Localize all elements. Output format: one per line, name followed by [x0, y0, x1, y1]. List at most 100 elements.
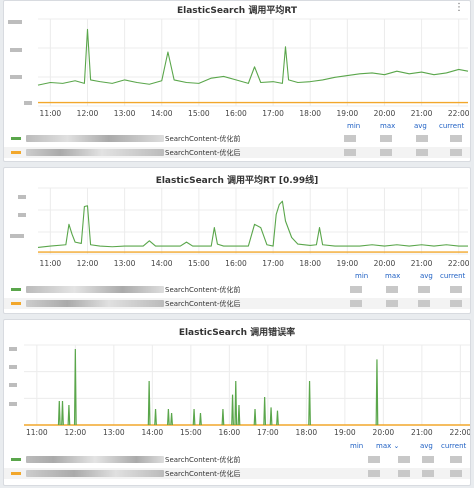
x-tick-label: 13:00 [114, 259, 136, 268]
legend-value-redacted [350, 286, 362, 293]
legend-header-max[interactable]: max [380, 122, 396, 130]
legend-header-current[interactable]: current [439, 122, 465, 130]
legend-value-redacted [450, 286, 462, 293]
series-line-optimized-before [37, 200, 468, 248]
redacted-text [26, 456, 164, 463]
panel-title[interactable]: ElasticSearch 调用错误率 [178, 328, 296, 338]
legend-label: SearchContent-优化后 [165, 300, 241, 308]
x-tick-label: 20:00 [373, 428, 395, 437]
y-tick-label-redacted [10, 75, 22, 79]
legend-value-redacted [416, 135, 428, 142]
x-tick-label: 16:00 [225, 109, 247, 118]
legend-value-redacted [450, 300, 462, 307]
panel-error-rate: ElasticSearch 调用错误率 11:00 12:00 13:00 14:00… [3, 319, 471, 486]
x-tick-label: 21:00 [411, 259, 433, 268]
y-tick-label-redacted [24, 101, 32, 105]
x-tick-label: 17:00 [262, 259, 284, 268]
x-tick-label: 11:00 [26, 428, 48, 437]
legend-value-redacted [344, 135, 356, 142]
panel-avg-rt: ElasticSearch 调用平均RT ⋮ 11:00 12:00 13:00 14… [3, 0, 471, 162]
legend-swatch [11, 458, 21, 461]
x-tick-label: 13:00 [114, 109, 136, 118]
redacted-text [26, 149, 164, 156]
legend-row[interactable]: SearchContent-优化前 [4, 133, 470, 144]
x-tick-label: 14:00 [151, 259, 173, 268]
legend-value-redacted [344, 149, 356, 156]
x-tick-label: 17:00 [262, 109, 284, 118]
x-tick-label: 22:00 [450, 428, 471, 437]
legend-value-redacted [350, 300, 362, 307]
legend-value-redacted [380, 135, 392, 142]
legend-row[interactable]: SearchContent-优化前 [4, 454, 470, 465]
x-tick-label: 14:00 [142, 428, 164, 437]
legend-header-current[interactable]: current [440, 272, 466, 280]
legend-header-max[interactable]: max [385, 272, 401, 280]
y-tick-label-redacted [10, 48, 22, 52]
legend-header-current[interactable]: current [441, 442, 467, 450]
legend-row[interactable]: SearchContent-优化后 [4, 298, 470, 309]
y-tick-label-redacted [9, 365, 17, 369]
legend-label: SearchContent-优化后 [165, 149, 241, 157]
x-tick-label: 12:00 [65, 428, 87, 437]
x-tick-label: 19:00 [337, 259, 359, 268]
panel-title[interactable]: ElasticSearch 调用平均RT [0.99线] [155, 176, 319, 186]
legend-value-redacted [418, 286, 430, 293]
legend-label: SearchContent-优化前 [165, 286, 241, 294]
x-tick-label: 18:00 [299, 109, 321, 118]
legend-value-redacted [398, 470, 410, 477]
legend-value-redacted [368, 456, 380, 463]
x-tick-label: 19:00 [334, 428, 356, 437]
legend-header-avg[interactable]: avg [414, 122, 427, 130]
legend-row[interactable]: SearchContent-优化后 [4, 468, 470, 479]
legend-value-redacted [380, 149, 392, 156]
panel-title[interactable]: ElasticSearch 调用平均RT [176, 6, 298, 16]
legend-header-min[interactable]: min [350, 442, 364, 450]
series-line-optimized-before [57, 348, 379, 426]
x-tick-label: 18:00 [296, 428, 318, 437]
x-tick-label: 13:00 [103, 428, 125, 437]
x-tick-label: 18:00 [299, 259, 321, 268]
y-tick-label-redacted [9, 402, 17, 406]
x-tick-label: 19:00 [337, 109, 359, 118]
redacted-text [26, 300, 164, 307]
y-tick-label-redacted [10, 234, 24, 238]
legend-header-min[interactable]: min [347, 122, 361, 130]
x-tick-label: 11:00 [40, 109, 62, 118]
panel-menu-icon[interactable]: ⋮ [454, 2, 464, 13]
x-tick-label: 20:00 [374, 109, 396, 118]
x-tick-label: 22:00 [448, 259, 470, 268]
x-tick-label: 16:00 [225, 259, 247, 268]
legend-header-avg[interactable]: avg [420, 442, 433, 450]
x-tick-label: 12:00 [77, 109, 99, 118]
legend-value-redacted [422, 456, 434, 463]
x-tick-label: 16:00 [219, 428, 241, 437]
legend-value-redacted [416, 149, 428, 156]
legend-swatch [11, 472, 21, 475]
x-tick-label: 21:00 [411, 428, 433, 437]
y-tick-label-redacted [9, 347, 17, 351]
y-tick-label-redacted [18, 213, 26, 217]
redacted-text [26, 286, 164, 293]
x-tick-label: 14:00 [151, 109, 173, 118]
x-tick-label: 17:00 [257, 428, 279, 437]
chart-avg-rt: 11:00 12:00 13:00 14:00 15:00 16:00 17:00 18:00… [37, 18, 470, 118]
legend-header-max[interactable]: max ⌄ [376, 442, 400, 450]
legend-label: SearchContent-优化前 [165, 135, 241, 143]
chart-p99-rt: 11:00 12:00 13:00 14:00 15:00 16:00 17:00 18:00… [37, 187, 470, 268]
legend-value-redacted [398, 456, 410, 463]
series-line-optimized-before [37, 28, 469, 86]
legend-row[interactable]: SearchContent-优化前 [4, 284, 470, 295]
legend-header-min[interactable]: min [355, 272, 369, 280]
legend-swatch [11, 137, 21, 140]
y-tick-label-redacted [9, 383, 17, 387]
legend-label: SearchContent-优化后 [165, 470, 241, 478]
x-tick-label: 21:00 [411, 109, 433, 118]
legend-swatch [11, 288, 21, 291]
y-tick-label-redacted [8, 20, 22, 24]
legend-value-redacted [450, 456, 462, 463]
legend-swatch [11, 151, 21, 154]
legend-value-redacted [368, 470, 380, 477]
legend-row[interactable]: SearchContent-优化后 [4, 147, 470, 158]
legend-swatch [11, 302, 21, 305]
legend-header-avg[interactable]: avg [420, 272, 433, 280]
